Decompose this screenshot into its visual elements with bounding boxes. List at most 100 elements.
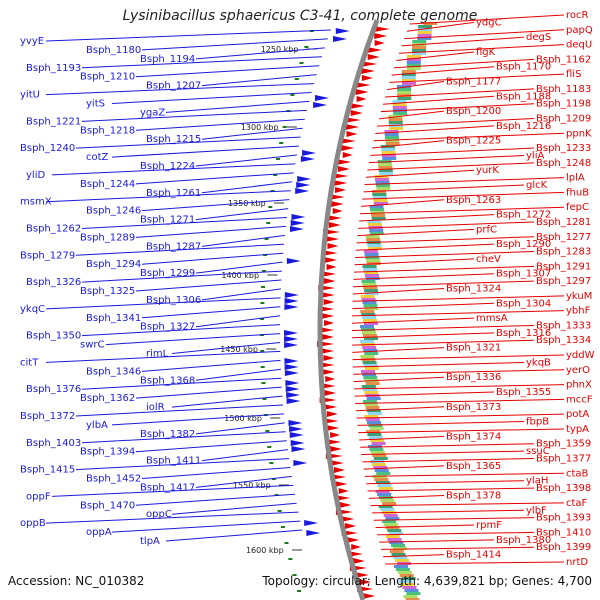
gene-label-bsph-1373[interactable]: Bsph_1373: [446, 402, 501, 413]
gene-label-bsph-1372[interactable]: Bsph_1372: [20, 411, 75, 422]
gene-label-pota[interactable]: potA: [566, 409, 589, 420]
gene-label-bsph-1283[interactable]: Bsph_1283: [536, 247, 591, 258]
gene-label-yits[interactable]: yitS: [86, 99, 105, 110]
gene-label-bsph-1326[interactable]: Bsph_1326: [26, 277, 81, 288]
gene-label-bsph-1382[interactable]: Bsph_1382: [140, 429, 195, 440]
gene-label-bsph-1224[interactable]: Bsph_1224: [140, 161, 195, 172]
gene-label-ykqb[interactable]: ykqB: [526, 357, 551, 368]
gene-label-mmsa[interactable]: mmsA: [476, 313, 508, 324]
gene-label-citt[interactable]: citT: [20, 357, 39, 368]
gene-label-bsph-1378[interactable]: Bsph_1378: [446, 490, 501, 501]
gene-label-degs[interactable]: degS: [526, 32, 551, 43]
gene-label-glck[interactable]: glcK: [526, 180, 548, 191]
gene-label-msmx[interactable]: msmX: [20, 197, 52, 208]
gene-label-yvye[interactable]: yvyE: [20, 36, 44, 47]
gene-label-bsph-1304[interactable]: Bsph_1304: [496, 298, 551, 309]
gene-label-ykqc[interactable]: ykqC: [20, 304, 45, 315]
gene-label-bsph-1221[interactable]: Bsph_1221: [26, 116, 81, 127]
gene-label-prfc[interactable]: prfC: [476, 224, 497, 235]
gene-label-bsph-1291[interactable]: Bsph_1291: [536, 261, 591, 272]
gene-label-typa[interactable]: typA: [566, 424, 589, 435]
gene-label-bsph-1198[interactable]: Bsph_1198: [536, 99, 591, 110]
gene-label-bsph-1403[interactable]: Bsph_1403: [26, 438, 81, 449]
gene-label-dequ[interactable]: deqU: [566, 40, 592, 51]
gene-label-bsph-1299[interactable]: Bsph_1299: [140, 268, 195, 279]
gene-label-bsph-1218[interactable]: Bsph_1218: [80, 125, 135, 136]
gene-label-bsph-1193[interactable]: Bsph_1193: [26, 63, 81, 74]
gene-label-bsph-1393[interactable]: Bsph_1393: [536, 513, 591, 524]
gene-label-bsph-1377[interactable]: Bsph_1377: [536, 454, 591, 465]
gene-label-iolr[interactable]: iolR: [146, 402, 165, 413]
gene-label-fbpb[interactable]: fbpB: [526, 417, 549, 428]
gene-label-bsph-1359[interactable]: Bsph_1359: [536, 439, 591, 450]
gene-label-ybhf[interactable]: ybhF: [566, 306, 591, 317]
gene-label-yddw[interactable]: yddW: [566, 350, 595, 361]
gene-label-oppf[interactable]: oppF: [26, 491, 51, 502]
gene-label-bsph-1215[interactable]: Bsph_1215: [146, 134, 201, 145]
gene-label-ylia[interactable]: yliA: [526, 150, 544, 161]
gene-label-flgk[interactable]: flgK: [476, 47, 496, 58]
gene-label-ylid[interactable]: yliD: [26, 170, 45, 181]
gene-label-bsph-1380[interactable]: Bsph_1380: [496, 535, 551, 546]
gene-label-bsph-1374[interactable]: Bsph_1374: [446, 431, 501, 442]
gene-label-bsph-1325[interactable]: Bsph_1325: [80, 286, 135, 297]
gene-label-cotz[interactable]: cotZ: [86, 152, 109, 163]
gene-label-bsph-1355[interactable]: Bsph_1355: [496, 387, 551, 398]
gene-label-ygaz[interactable]: ygaZ: [140, 107, 165, 118]
gene-label-bsph-1262[interactable]: Bsph_1262: [26, 224, 81, 235]
gene-label-bsph-1281[interactable]: Bsph_1281: [536, 217, 591, 228]
gene-label-fepc[interactable]: fepC: [566, 202, 589, 213]
gene-label-ctab[interactable]: ctaB: [566, 468, 589, 479]
gene-label-bsph-1324[interactable]: Bsph_1324: [446, 284, 501, 295]
gene-label-bsph-1200[interactable]: Bsph_1200: [446, 106, 501, 117]
gene-label-ylah[interactable]: ylaH: [526, 476, 548, 487]
gene-label-bsph-1417[interactable]: Bsph_1417: [140, 482, 195, 493]
gene-label-bsph-1346[interactable]: Bsph_1346: [86, 366, 141, 377]
gene-label-bsph-1334[interactable]: Bsph_1334: [536, 335, 591, 346]
gene-label-bsph-1216[interactable]: Bsph_1216: [496, 121, 551, 132]
gene-label-flis[interactable]: fliS: [566, 69, 581, 80]
gene-label-riml[interactable]: rimL: [146, 349, 169, 360]
gene-label-ylbf[interactable]: ylbF: [526, 505, 547, 516]
gene-label-bsph-1244[interactable]: Bsph_1244: [80, 179, 135, 190]
gene-label-bsph-1248[interactable]: Bsph_1248: [536, 158, 591, 169]
gene-label-nrtd[interactable]: nrtD: [566, 557, 588, 568]
gene-label-bsph-1399[interactable]: Bsph_1399: [536, 542, 591, 553]
gene-label-bsph-1365[interactable]: Bsph_1365: [446, 461, 501, 472]
gene-label-chev[interactable]: cheV: [476, 254, 501, 265]
gene-label-lpla[interactable]: lplA: [566, 173, 585, 184]
gene-label-bsph-1394[interactable]: Bsph_1394: [80, 447, 135, 458]
gene-label-tlpa[interactable]: tlpA: [140, 536, 160, 547]
gene-label-bsph-1333[interactable]: Bsph_1333: [536, 320, 591, 331]
gene-label-bsph-1209[interactable]: Bsph_1209: [536, 113, 591, 124]
gene-label-fhub[interactable]: fhuB: [566, 187, 589, 198]
gene-label-bsph-1410[interactable]: Bsph_1410: [536, 527, 591, 538]
gene-label-bsph-1294[interactable]: Bsph_1294: [86, 259, 141, 270]
gene-label-bsph-1321[interactable]: Bsph_1321: [446, 343, 501, 354]
gene-label-ctaf[interactable]: ctaF: [566, 498, 588, 509]
gene-label-bsph-1411[interactable]: Bsph_1411: [146, 456, 201, 467]
gene-label-bsph-1233[interactable]: Bsph_1233: [536, 143, 591, 154]
gene-label-bsph-1327[interactable]: Bsph_1327: [140, 322, 195, 333]
gene-label-yurk[interactable]: yurK: [476, 165, 499, 176]
gene-label-bsph-1289[interactable]: Bsph_1289: [80, 232, 135, 243]
gene-label-bsph-1415[interactable]: Bsph_1415: [20, 465, 75, 476]
gene-label-bsph-1277[interactable]: Bsph_1277: [536, 232, 591, 243]
gene-label-bsph-1271[interactable]: Bsph_1271: [140, 215, 195, 226]
gene-label-bsph-1210[interactable]: Bsph_1210: [80, 72, 135, 83]
gene-label-bsph-1261[interactable]: Bsph_1261: [146, 188, 201, 199]
gene-label-bsph-1225[interactable]: Bsph_1225: [446, 136, 501, 147]
gene-label-papq[interactable]: papQ: [566, 25, 593, 36]
gene-label-bsph-1452[interactable]: Bsph_1452: [86, 474, 141, 485]
gene-label-ylba[interactable]: ylbA: [86, 420, 108, 431]
gene-label-bsph-1336[interactable]: Bsph_1336: [446, 372, 501, 383]
gene-label-bsph-1207[interactable]: Bsph_1207: [146, 81, 201, 92]
gene-label-ppnk[interactable]: ppnK: [566, 128, 592, 139]
gene-label-rocr[interactable]: rocR: [566, 10, 589, 21]
gene-label-bsph-1362[interactable]: Bsph_1362: [80, 393, 135, 404]
gene-label-bsph-1306[interactable]: Bsph_1306: [146, 295, 201, 306]
gene-label-mccf[interactable]: mccF: [566, 394, 593, 405]
gene-label-bsph-1188[interactable]: Bsph_1188: [496, 91, 551, 102]
gene-label-bsph-1376[interactable]: Bsph_1376: [26, 384, 81, 395]
gene-label-bsph-1287[interactable]: Bsph_1287: [146, 241, 201, 252]
